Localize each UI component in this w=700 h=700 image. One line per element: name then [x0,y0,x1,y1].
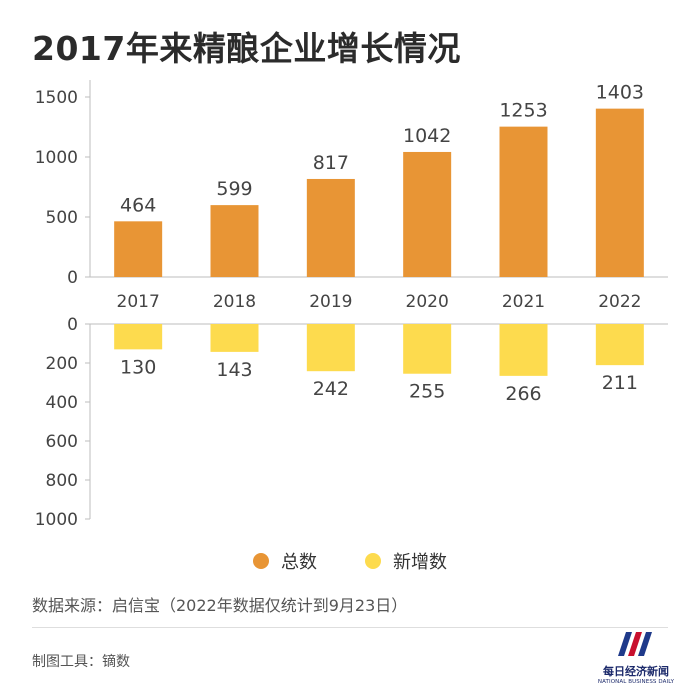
data-label-new: 266 [505,383,541,405]
legend-swatch-total [253,553,269,569]
data-label-total: 464 [120,194,156,216]
bar-new [595,324,644,366]
x-tick-label: 2018 [213,292,256,312]
data-label-new: 242 [313,378,349,400]
top-y-tick-label: 500 [46,208,78,228]
bottom-y-tick-label: 0 [67,315,78,335]
bar-new [114,324,163,350]
bar-total [499,126,548,277]
top-y-tick-label: 1500 [35,88,78,108]
bar-total [306,178,355,277]
bottom-y-tick-label: 600 [46,432,78,452]
bar-total [114,221,163,277]
data-label-new: 211 [602,372,638,394]
footer-divider [32,627,668,628]
data-label-new: 130 [120,356,156,378]
logo-text-en: NATIONAL BUSINESS DAILY [597,679,675,685]
logo-mark [618,632,652,656]
bar-new [403,324,452,374]
data-source-note: 数据来源：启信宝（2022年数据仅统计到9月23日） [32,596,408,615]
bar-total [210,205,259,277]
bottom-y-tick-label: 200 [46,354,78,374]
top-y-tick-label: 0 [67,268,78,288]
data-label-new: 255 [409,381,445,403]
bottom-y-tick-label: 1000 [35,510,78,530]
chart-canvas: 0 500 1000 1500 0 200 400 600 800 1000 2017 464 130 2… [35,80,668,530]
x-tick-label: 2019 [309,292,352,312]
bar-new [210,324,259,352]
data-label-total: 1253 [499,100,547,122]
data-label-total: 1042 [403,125,451,147]
data-label-total: 599 [216,178,252,200]
legend-label-new: 新增数 [393,552,447,573]
x-tick-label: 2022 [598,292,641,312]
top-y-tick-label: 1000 [35,148,78,168]
bar-total [595,108,644,277]
data-label-new: 143 [216,359,252,381]
legend-label-total: 总数 [281,552,317,573]
publisher-logo: 每日经济新闻 NATIONAL BUSINESS DAILY [597,630,675,688]
legend-item-total[interactable]: 总数 [253,548,317,574]
chart-title: 2017年来精酿企业增长情况 [32,29,461,68]
bar-total [403,151,452,277]
x-tick-label: 2020 [406,292,449,312]
bar-new [306,324,355,372]
bar-new [499,324,548,376]
bottom-y-tick-label: 400 [46,393,78,413]
data-label-total: 817 [313,152,349,174]
chart-tool-note: 制图工具：镝数 [32,654,130,670]
data-label-total: 1403 [596,82,644,104]
bottom-y-tick-label: 800 [46,471,78,491]
logo-text-cn: 每日经济新闻 [603,665,669,678]
legend: 总数 新增数 [0,548,700,574]
legend-swatch-new [365,553,381,569]
x-tick-label: 2021 [502,292,545,312]
legend-item-new[interactable]: 新增数 [365,548,447,574]
x-tick-label: 2017 [117,292,160,312]
